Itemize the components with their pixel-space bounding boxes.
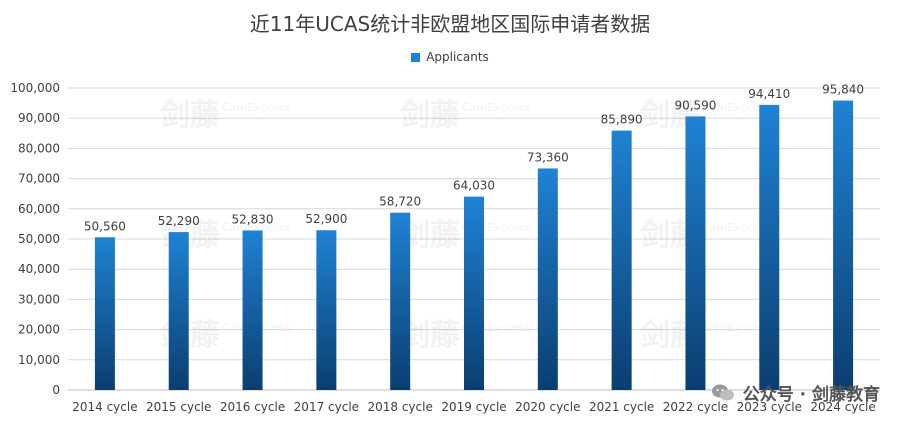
data-label: 50,560 (84, 219, 126, 233)
bar (242, 230, 263, 390)
legend-label-applicants: Applicants (426, 50, 489, 64)
bar (537, 168, 558, 390)
data-label: 52,290 (158, 214, 200, 228)
watermark-brand-en: CamExpress (222, 101, 290, 114)
x-tick-label: 2019 cycle (441, 400, 506, 414)
chart-title: 近11年UCAS统计非欧盟地区国际申请者数据 (249, 12, 651, 36)
data-label: 73,360 (527, 150, 569, 164)
y-tick-label: 40,000 (18, 262, 60, 276)
x-tick-label: 2014 cycle (72, 400, 137, 414)
x-tick-label: 2022 cycle (663, 400, 728, 414)
bar (390, 212, 411, 390)
watermark-brand-en: CamExpress (222, 221, 290, 234)
x-tick-label: 2016 cycle (220, 400, 285, 414)
y-tick-label: 50,000 (18, 232, 60, 246)
data-label: 90,590 (674, 98, 716, 112)
data-label: 52,830 (232, 212, 274, 226)
bar (759, 104, 780, 390)
x-tick-label: 2024 cycle (810, 400, 875, 414)
watermark-brand-en: CamExpress (702, 321, 770, 334)
legend: Applicants (0, 50, 900, 64)
legend-swatch-applicants (411, 52, 421, 62)
y-tick-label: 30,000 (18, 292, 60, 306)
x-tick-label: 2018 cycle (367, 400, 432, 414)
data-label: 85,890 (601, 113, 643, 127)
x-tick-label: 2015 cycle (146, 400, 211, 414)
bar (94, 237, 115, 390)
bar (168, 232, 189, 390)
bar (611, 130, 632, 391)
wechat-icon (711, 384, 734, 400)
y-tick-label: 90,000 (18, 111, 60, 125)
y-tick-label: 10,000 (18, 353, 60, 367)
bar (316, 230, 337, 390)
data-label: 64,030 (453, 179, 495, 193)
watermark-brand: 剑藤 (400, 98, 461, 133)
bar (464, 196, 484, 390)
watermark-footer: 公众号 · 剑藤教育 (711, 380, 880, 405)
y-tick-label: 20,000 (18, 323, 60, 337)
x-tick-label: 2021 cycle (589, 400, 654, 414)
watermark-brand-en: CamExpress (702, 101, 770, 114)
x-tick-label: 2017 cycle (294, 400, 359, 414)
watermark-footer-text: 公众号 · 剑藤教育 (742, 385, 880, 405)
y-tick-label: 60,000 (18, 202, 60, 216)
watermark-brand-en: CamExpress (702, 221, 770, 234)
x-tick-label: 2023 cycle (737, 400, 802, 414)
bar (833, 100, 854, 390)
y-tick-label: 0 (52, 383, 60, 397)
x-tick-label: 2020 cycle (515, 400, 580, 414)
watermark-brand: 剑藤 (160, 98, 221, 133)
y-tick-label: 80,000 (18, 141, 60, 155)
watermark-brand-en: CamExpress (462, 101, 530, 114)
data-label: 95,840 (822, 83, 864, 97)
bar (685, 116, 706, 390)
data-label: 94,410 (748, 87, 790, 101)
data-label: 52,900 (305, 212, 347, 226)
data-label: 58,720 (379, 195, 421, 209)
y-tick-label: 100,000 (10, 81, 60, 95)
y-tick-label: 70,000 (18, 172, 60, 186)
